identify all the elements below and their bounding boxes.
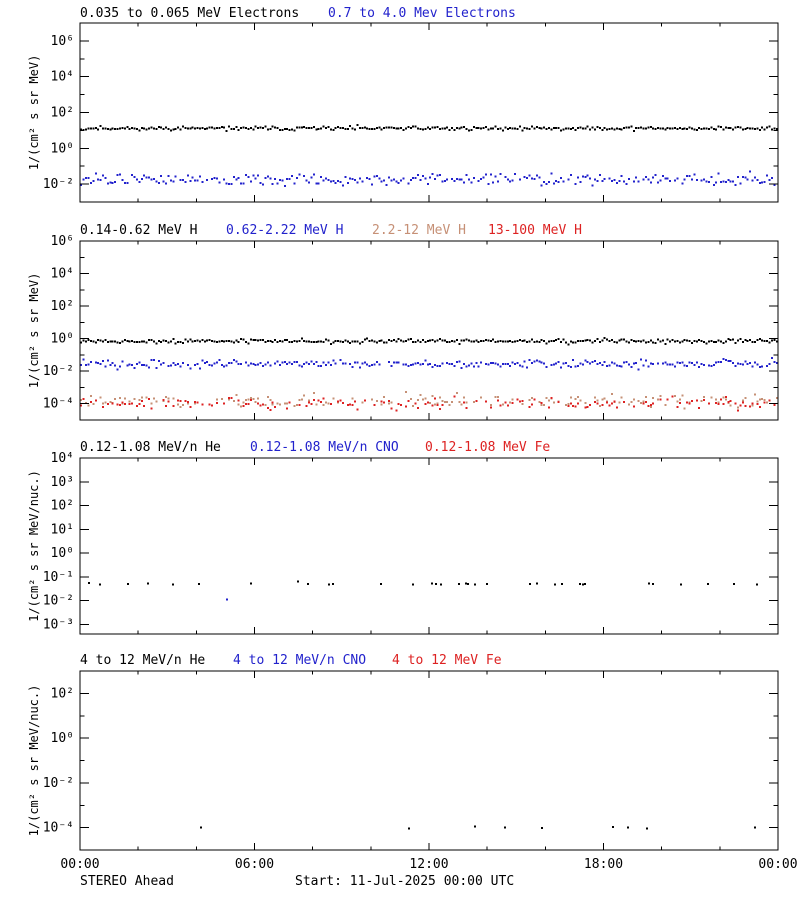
y-axis-title: 1/(cm² s sr MeV) (27, 273, 41, 389)
x-axis-ticks (137, 23, 721, 202)
y-tick-label: 10⁻¹ (43, 570, 74, 585)
x-axis-ticks (137, 241, 721, 420)
y-tick-label: 10⁰ (51, 141, 74, 156)
y-tick-label: 10⁴ (51, 267, 74, 282)
series-label: 4 to 12 MeV Fe (392, 653, 502, 668)
series-points (80, 170, 776, 188)
panel-1: 10⁻² 10⁰ 10² 10⁴ 10⁶ 1/(cm² s sr MeV) (27, 22, 779, 203)
x-tick-label: 18:00 (584, 857, 623, 872)
series-points (225, 598, 228, 601)
series-label: 0.035 to 0.065 MeV Electrons (80, 6, 300, 21)
y-tick-label: 10⁻² (43, 177, 74, 192)
y-axis-ticks: 10⁻⁴ 10⁻² 10⁰ 10² 10⁴ 10⁶ (43, 234, 778, 421)
y-tick-label: 10³ (51, 475, 74, 490)
y-tick-label: 10⁻² (43, 594, 74, 609)
y-tick-label: 10⁻² (43, 776, 74, 791)
y-tick-label: 10⁰ (51, 731, 74, 746)
series-label: 0.12-1.08 MeV/n He (80, 440, 221, 455)
y-tick-label: 10⁰ (51, 332, 74, 347)
panel-3: 10⁻³ 10⁻² 10⁻¹ 10⁰ 10¹ 10² 10³ 10⁴ 1/(cm² s sr M… (27, 451, 779, 635)
y-tick-label: 10¹ (51, 522, 74, 537)
y-tick-label: 10⁻⁴ (43, 821, 74, 836)
series-label: 0.62-2.22 MeV H (226, 223, 344, 238)
y-tick-label: 10² (51, 686, 74, 701)
y-tick-label: 10² (51, 106, 74, 121)
y-tick-label: 10² (51, 499, 74, 514)
y-axis-title: 1/(cm² s sr MeV) (27, 55, 41, 171)
y-tick-label: 10⁻³ (43, 617, 74, 632)
x-tick-label: 00:00 (60, 857, 99, 872)
series-points (200, 825, 756, 830)
series-label: 4 to 12 MeV/n CNO (233, 653, 367, 668)
y-tick-label: 10⁴ (51, 70, 74, 85)
y-axis-ticks: 10⁻³ 10⁻² 10⁻¹ 10⁰ 10¹ 10² 10³ 10⁴ (43, 451, 778, 632)
x-tick-label: 00:00 (758, 857, 797, 872)
y-tick-label: 10² (51, 299, 74, 314)
panel-2: 10⁻⁴ 10⁻² 10⁰ 10² 10⁴ 10⁶ 1/(cm² s sr MeV) (27, 234, 779, 421)
x-tick-labels: 00:00 06:00 12:00 18:00 00:00 (60, 857, 797, 872)
start-time-label: Start: 11-Jul-2025 00:00 UTC (295, 874, 515, 889)
series-label: 0.7 to 4.0 Mev Electrons (328, 6, 516, 21)
y-tick-label: 10⁰ (51, 546, 74, 561)
y-axis-title: 1/(cm² s sr MeV/nuc.) (27, 685, 41, 837)
series-label: 0.12-1.08 MeV Fe (425, 440, 551, 455)
series-points (80, 357, 778, 371)
series-points (80, 337, 778, 346)
y-tick-label: 10⁶ (51, 234, 74, 249)
series-points (80, 124, 778, 133)
series-points (80, 390, 778, 410)
y-tick-label: 10⁴ (51, 451, 74, 466)
x-axis-ticks (137, 458, 721, 634)
x-tick-label: 06:00 (235, 857, 274, 872)
spacecraft-label: STEREO Ahead (80, 874, 174, 889)
series-label: 13-100 MeV H (488, 223, 582, 238)
series-label: 0.12-1.08 MeV/n CNO (250, 440, 399, 455)
x-axis-ticks (137, 671, 721, 850)
series-label: 0.14-0.62 MeV H (80, 223, 198, 238)
y-axis-ticks: 10⁻² 10⁰ 10² 10⁴ 10⁶ (43, 22, 778, 203)
y-axis-ticks: 10⁻⁴ 10⁻² 10⁰ 10² (43, 670, 778, 851)
panel-4: 10⁻⁴ 10⁻² 10⁰ 10² 1/(cm² s sr MeV/nuc.) (27, 670, 779, 851)
y-tick-label: 10⁶ (51, 34, 74, 49)
y-axis-title: 1/(cm² s sr MeV/nuc.) (27, 470, 41, 622)
y-tick-label: 10⁻⁴ (43, 397, 74, 412)
series-points (88, 580, 759, 586)
x-tick-label: 12:00 (409, 857, 448, 872)
series-points (80, 395, 776, 412)
series-label: 4 to 12 MeV/n He (80, 653, 206, 668)
series-label: 2.2-12 MeV H (372, 223, 466, 238)
y-tick-label: 10⁻² (43, 364, 74, 379)
